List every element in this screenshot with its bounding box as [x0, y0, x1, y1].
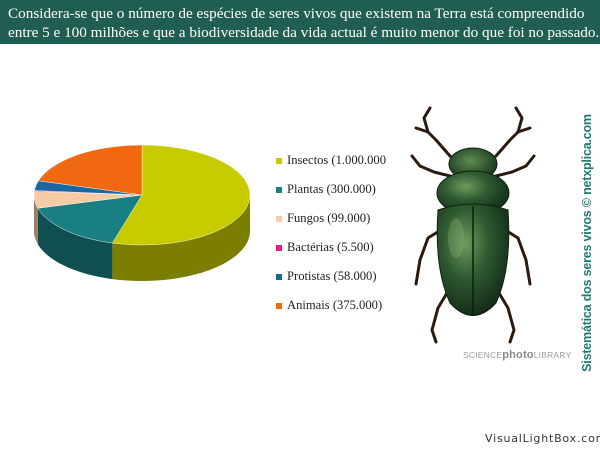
legend-label: Animais (375.000)	[287, 298, 383, 312]
legend-label: Bactérias (5.500)	[287, 240, 374, 254]
legend-item-plantas: Plantas (300.000)	[276, 175, 396, 204]
species-pie-chart	[33, 144, 251, 281]
pie-slice-insectos	[112, 144, 251, 246]
pie-slice-side-insectos	[112, 195, 250, 281]
legend-swatch	[276, 244, 282, 251]
legend-item-animais: Animais (375.000)	[276, 291, 396, 320]
beetle-illustration	[410, 106, 536, 344]
legend-label: Insectos (1.000.000	[287, 153, 386, 167]
chart-legend: Insectos (1.000.000 Plantas (300.000) Fu…	[276, 146, 396, 320]
legend-label: Protistas (58.000)	[287, 269, 377, 283]
legend-item-bacterias: Bactérias (5.500)	[276, 233, 396, 262]
pie-slice-plantas	[37, 194, 143, 244]
pie-slice-side-fungos	[34, 195, 38, 245]
pie-sides	[34, 195, 250, 281]
banner-line-1: Considera-se que o número de espécies de…	[8, 5, 585, 22]
credit-bold: photo	[502, 349, 534, 361]
side-caption: Sistemática dos seres vivos © netxplica.…	[580, 114, 594, 372]
legend-item-insectos: Insectos (1.000.000	[276, 146, 396, 175]
pie-slice-animais	[38, 144, 143, 196]
banner-line-2: entre 5 e 100 milhões e que a biodiversi…	[8, 24, 600, 41]
legend-label: Fungos (99.000)	[287, 211, 371, 225]
beetle-photo	[398, 98, 548, 348]
legend-swatch	[276, 273, 282, 280]
legend-item-fungos: Fungos (99.000)	[276, 204, 396, 233]
legend-swatch	[276, 302, 282, 309]
photo-credit: SCIENCEphotoLIBRARY	[463, 349, 571, 361]
pie-tops	[33, 144, 251, 246]
legend-swatch	[276, 157, 282, 164]
legend-item-protistas: Protistas (58.000)	[276, 262, 396, 291]
credit-suffix: LIBRARY	[533, 350, 572, 360]
watermark: VisualLightBox.com	[485, 432, 600, 445]
pie-slice-side-plantas	[37, 208, 113, 280]
legend-label: Plantas (300.000)	[287, 182, 376, 196]
credit-prefix: SCIENCE	[463, 350, 503, 360]
legend-swatch	[276, 215, 282, 222]
legend-swatch	[276, 186, 282, 193]
header-banner: Considera-se que o número de espécies de…	[0, 0, 600, 44]
